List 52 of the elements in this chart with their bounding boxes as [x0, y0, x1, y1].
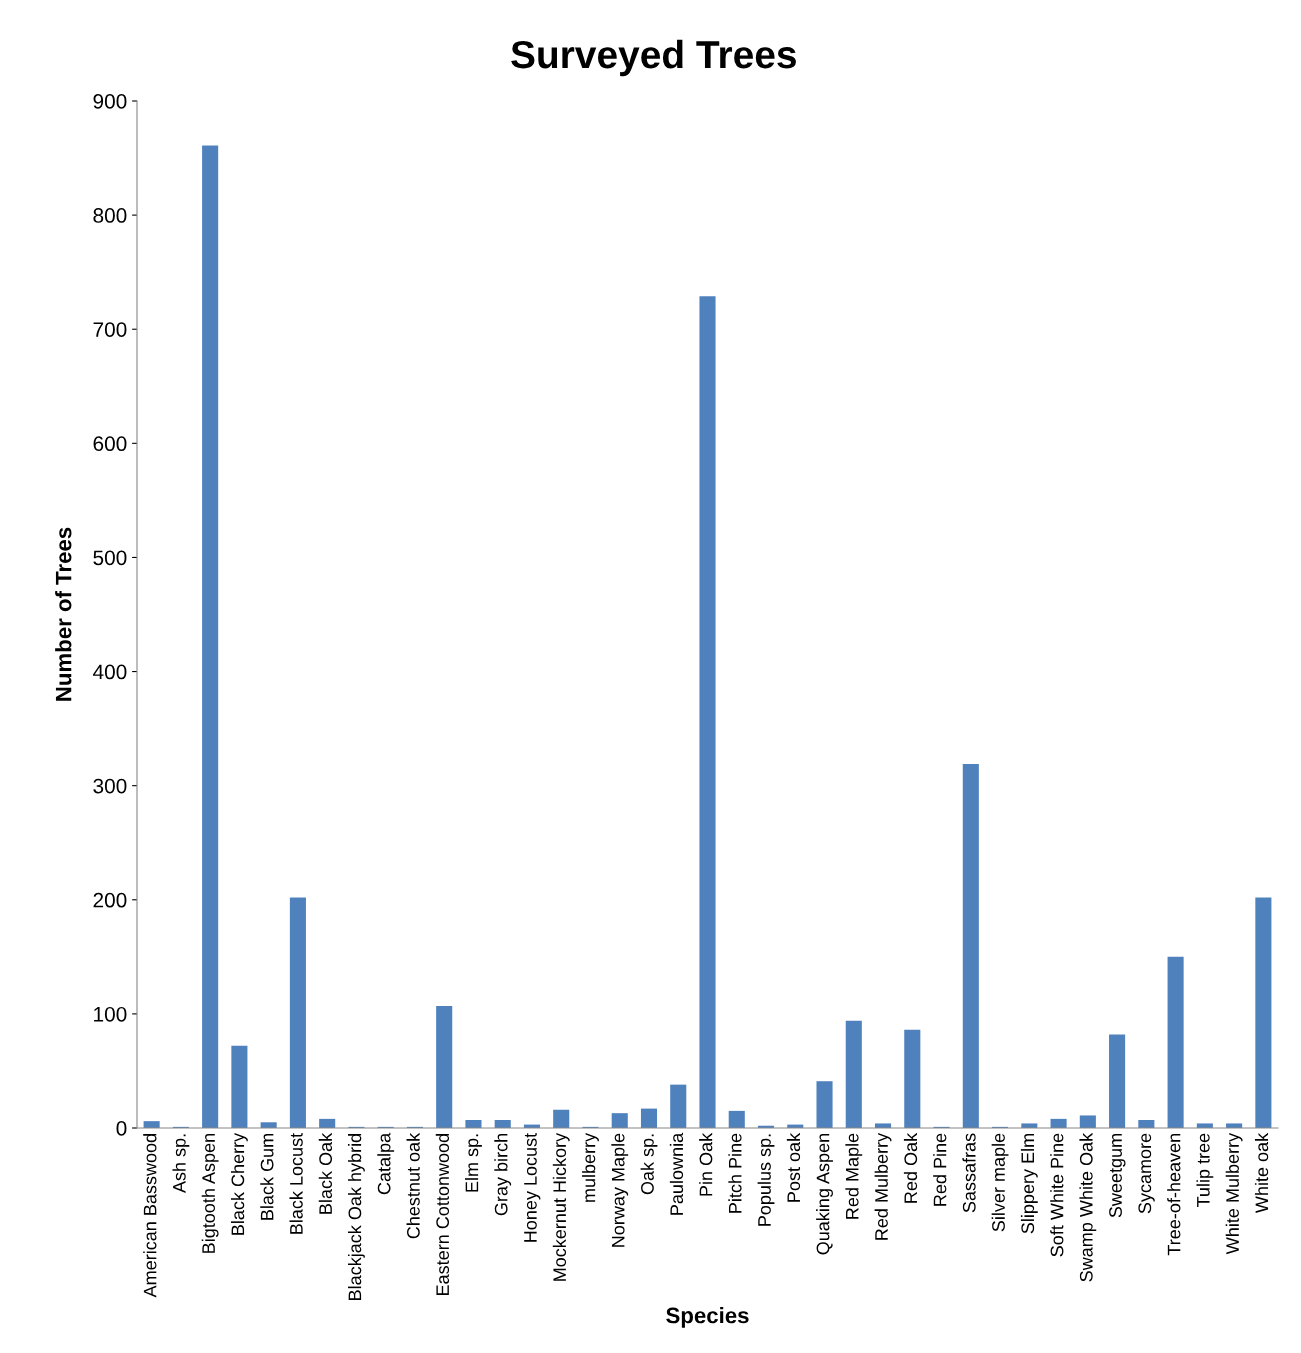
y-tick-label: 400	[93, 664, 127, 680]
y-tick-label: 200	[93, 892, 127, 908]
x-tick-label: Red Maple	[845, 1133, 863, 1219]
x-tick-label: Eastern Cottonwood	[435, 1134, 450, 1295]
x-tick-label: Elm sp.	[465, 1134, 482, 1192]
x-tick-label: Oak sp.	[640, 1134, 658, 1195]
x-tick-label: Catalpa	[377, 1132, 395, 1195]
y-tick-label: 0	[116, 1121, 127, 1136]
x-tick-label: White oak	[1254, 1132, 1269, 1214]
x-tick-label: Gray birch	[494, 1134, 512, 1216]
y-tick-label: 600	[93, 436, 127, 452]
x-tick-label: Tree-of-heaven	[1167, 1134, 1181, 1256]
x-tick-label: Swamp White Oak	[1079, 1132, 1097, 1282]
x-tick-label: Black Oak	[318, 1132, 333, 1214]
y-axis-title: Number of Trees	[55, 527, 72, 701]
y-tick-label: 900	[93, 94, 127, 109]
x-tick-label: Red Oak	[903, 1132, 918, 1203]
x-tick-label: Sassafras	[962, 1133, 976, 1213]
y-tick-label: 100	[94, 1006, 127, 1022]
x-tick-label: Pitch Pine	[728, 1133, 742, 1213]
x-tick-label: Honey Locust	[524, 1132, 541, 1242]
x-tick-label: Silver maple	[991, 1133, 1009, 1232]
x-tick-label: Quaking Aspen	[816, 1134, 833, 1255]
x-tick-label: Paulownia	[669, 1132, 684, 1215]
x-tick-label: Mockernut Hickory	[552, 1132, 570, 1281]
x-tick-label: White Mulberry	[1225, 1132, 1243, 1255]
x-tick-label: Red Mulberry	[874, 1132, 892, 1240]
x-tick-label: Soft White Pine	[1050, 1133, 1064, 1257]
x-tick-label: Blackjack Oak hybrid	[348, 1134, 365, 1300]
chart-title: Surveyed Trees	[511, 39, 796, 77]
x-tick-label: Bigtooth Aspen	[201, 1134, 219, 1253]
x-tick-label: Slippery Elm	[1020, 1134, 1038, 1234]
x-tick-label: Sycamore	[1138, 1133, 1155, 1214]
x-tick-label: Populus sp.	[757, 1134, 775, 1226]
x-tick-label: Tulip tree	[1196, 1133, 1214, 1208]
y-tick-label: 300	[93, 778, 127, 794]
x-tick-label: Post oak	[786, 1132, 801, 1202]
y-tick-label: 500	[93, 550, 127, 566]
x-tick-label: Black Gum	[260, 1134, 274, 1220]
x-tick-label: Red Pine	[933, 1133, 947, 1206]
x-tick-label: Ash sp.	[172, 1134, 190, 1194]
x-tick-label: Black Locust	[289, 1132, 303, 1234]
x-tick-label: American Basswood	[143, 1134, 157, 1298]
x-axis-title: Species	[666, 1306, 749, 1328]
y-tick-label: 700	[93, 322, 127, 337]
x-tick-label: Norway Maple	[611, 1133, 629, 1247]
x-tick-label: Black Cherry	[230, 1132, 248, 1235]
x-tick-label: Chestnut oak	[406, 1132, 420, 1239]
x-tick-label: Sweetgum	[1109, 1134, 1126, 1218]
x-tick-label: Pin Oak	[699, 1132, 713, 1196]
x-tick-label: mulberry	[582, 1132, 599, 1202]
y-tick-label: 800	[93, 208, 127, 223]
